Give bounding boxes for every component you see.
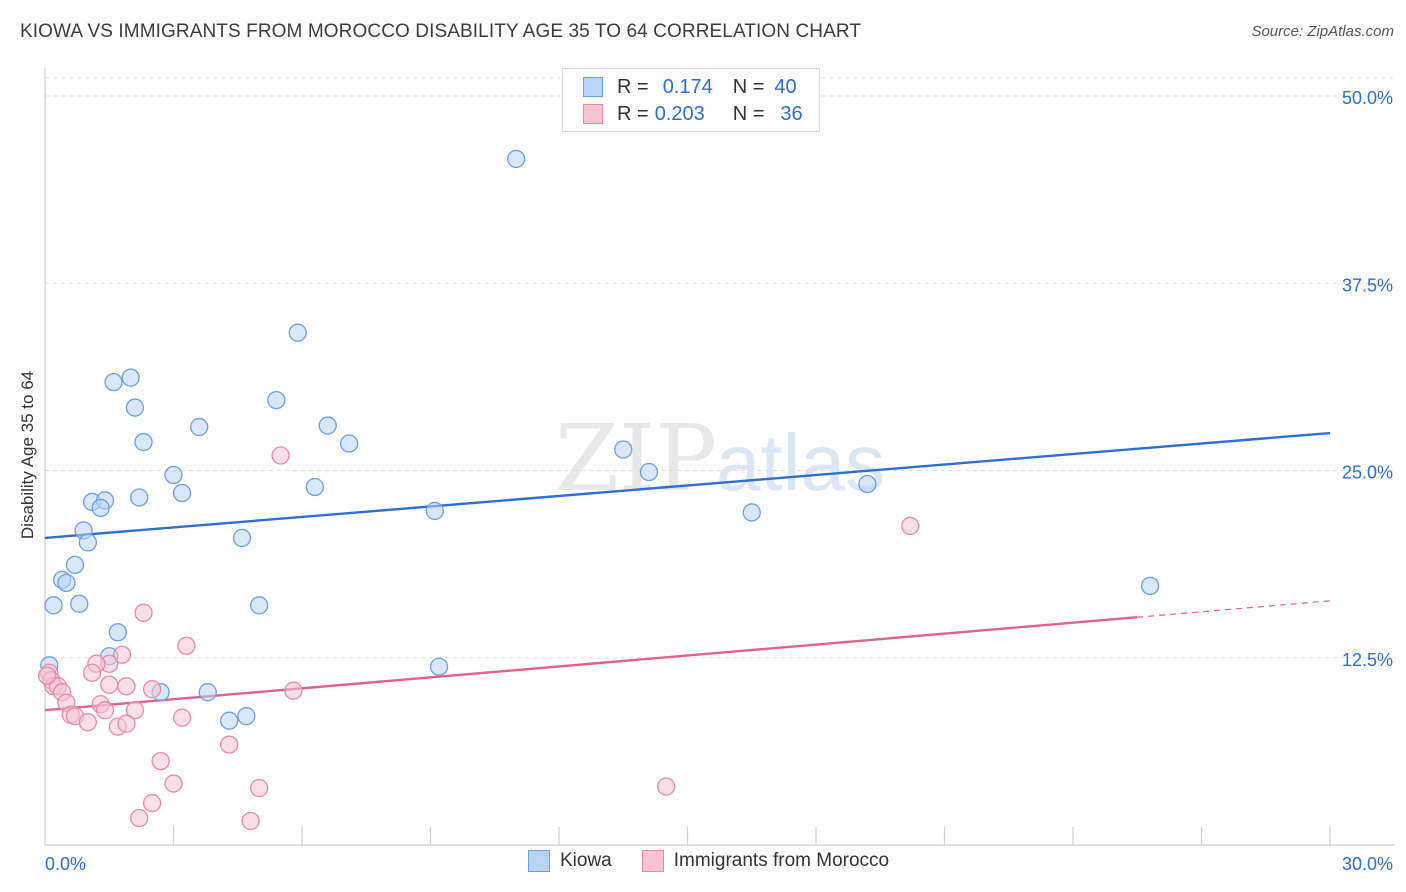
legend-swatch-kiowa bbox=[583, 77, 603, 97]
kiowa-point bbox=[198, 683, 217, 702]
morocco-point bbox=[284, 681, 303, 700]
stats-legend: R = 0.174 N = 40 R = 0.203 N = 36 bbox=[562, 68, 820, 132]
trend-line-1 bbox=[44, 616, 1138, 712]
kiowa-point bbox=[121, 368, 140, 387]
kiowa-point bbox=[78, 533, 97, 552]
morocco-point bbox=[220, 735, 239, 754]
legend-n-value: 40 bbox=[774, 75, 797, 98]
kiowa-point bbox=[425, 501, 444, 521]
kiowa-point bbox=[57, 573, 76, 592]
kiowa-point bbox=[614, 440, 633, 459]
legend-n-label: N = bbox=[732, 102, 765, 125]
legend-row-kiowa: R = 0.174 N = 40 bbox=[583, 74, 797, 100]
series-name-kiowa: Kiowa bbox=[560, 850, 612, 871]
y-tick-label: 12.5% bbox=[1342, 650, 1393, 670]
kiowa-point bbox=[237, 707, 256, 726]
morocco-point bbox=[130, 808, 149, 828]
kiowa-point bbox=[44, 596, 63, 615]
y-tick-label: 37.5% bbox=[1342, 275, 1393, 295]
kiowa-point bbox=[639, 462, 659, 482]
legend-n-value: 36 bbox=[780, 102, 803, 125]
morocco-point bbox=[134, 603, 153, 622]
axes bbox=[44, 68, 1395, 846]
morocco-point bbox=[142, 680, 162, 699]
kiowa-point bbox=[288, 323, 307, 342]
y-tick-label: 50.0% bbox=[1342, 88, 1393, 108]
legend-r-value: 0.174 bbox=[662, 75, 713, 98]
trend-lines bbox=[44, 431, 1331, 712]
legend-swatch-morocco bbox=[583, 104, 603, 124]
kiowa-point bbox=[125, 398, 145, 417]
morocco-point bbox=[117, 677, 136, 696]
y-axis-label: Disability Age 35 to 64 bbox=[18, 370, 37, 540]
kiowa-point bbox=[65, 555, 85, 575]
morocco-point bbox=[151, 751, 170, 771]
tick-labels: 12.5% 25.0% 37.5% 50.0% 0.0% 30.0% bbox=[45, 88, 1393, 874]
series-swatch-kiowa bbox=[528, 850, 550, 872]
kiowa-point bbox=[507, 149, 526, 169]
morocco-point bbox=[250, 778, 269, 798]
trend-line-extension-1 bbox=[1137, 600, 1331, 618]
legend-n-label: N = bbox=[732, 75, 765, 98]
y-tick-label: 25.0% bbox=[1342, 463, 1393, 483]
watermark-atlas: atlas bbox=[716, 418, 885, 507]
kiowa-point bbox=[858, 474, 877, 494]
kiowa-point bbox=[172, 483, 192, 503]
kiowa-point bbox=[134, 432, 153, 452]
gridlines bbox=[45, 77, 1395, 659]
trend-line-0 bbox=[44, 431, 1331, 540]
kiowa-point bbox=[250, 596, 269, 615]
series-legend: Kiowa Immigrants from Morocco bbox=[528, 850, 889, 872]
morocco-point bbox=[271, 446, 290, 465]
kiowa-point bbox=[190, 417, 209, 437]
kiowa-point bbox=[91, 498, 110, 518]
watermark: ZIP atlas bbox=[555, 405, 885, 512]
morocco-point bbox=[100, 675, 119, 694]
morocco-point bbox=[37, 666, 57, 685]
kiowa-point bbox=[70, 594, 89, 613]
morocco-point bbox=[172, 708, 192, 727]
kiowa-point bbox=[130, 488, 149, 507]
kiowa-point bbox=[104, 372, 123, 392]
morocco-point bbox=[177, 636, 196, 655]
kiowa-point bbox=[220, 711, 239, 730]
legend-r-label: R = bbox=[617, 75, 649, 98]
series-name-morocco: Immigrants from Morocco bbox=[673, 850, 890, 871]
kiowa-point bbox=[164, 465, 183, 485]
morocco-point bbox=[125, 701, 145, 720]
chart-title: KIOWA VS IMMIGRANTS FROM MOROCCO DISABIL… bbox=[20, 21, 862, 42]
watermark-zip: ZIP bbox=[555, 405, 717, 512]
x-tick-label: 0.0% bbox=[45, 854, 86, 874]
kiowa-point bbox=[318, 416, 337, 435]
kiowa-point bbox=[429, 657, 449, 676]
x-tick-label: 30.0% bbox=[1342, 854, 1393, 874]
morocco-point bbox=[656, 777, 676, 796]
morocco-point bbox=[117, 714, 136, 733]
morocco-point bbox=[164, 774, 183, 793]
legend-row-morocco: R = 0.203 N = 36 bbox=[583, 101, 803, 127]
kiowa-point bbox=[1140, 576, 1160, 595]
morocco-point bbox=[901, 516, 920, 536]
morocco-point bbox=[82, 663, 102, 682]
kiowa-point bbox=[305, 477, 325, 497]
morocco-point bbox=[241, 811, 260, 831]
source-credit: Source: ZipAtlas.com bbox=[1251, 23, 1394, 40]
series-swatch-morocco bbox=[641, 850, 664, 872]
morocco-point bbox=[112, 645, 132, 664]
legend-r-label: R = bbox=[617, 102, 649, 125]
kiowa-point bbox=[339, 434, 359, 453]
legend-r-value: 0.203 bbox=[654, 102, 705, 125]
kiowa-point bbox=[108, 623, 127, 642]
morocco-point bbox=[142, 793, 162, 813]
morocco-point bbox=[95, 701, 115, 720]
kiowa-point bbox=[232, 528, 252, 548]
morocco-point bbox=[78, 713, 97, 732]
kiowa-point bbox=[742, 503, 761, 522]
data-points bbox=[37, 149, 1160, 831]
kiowa-point bbox=[267, 390, 286, 410]
